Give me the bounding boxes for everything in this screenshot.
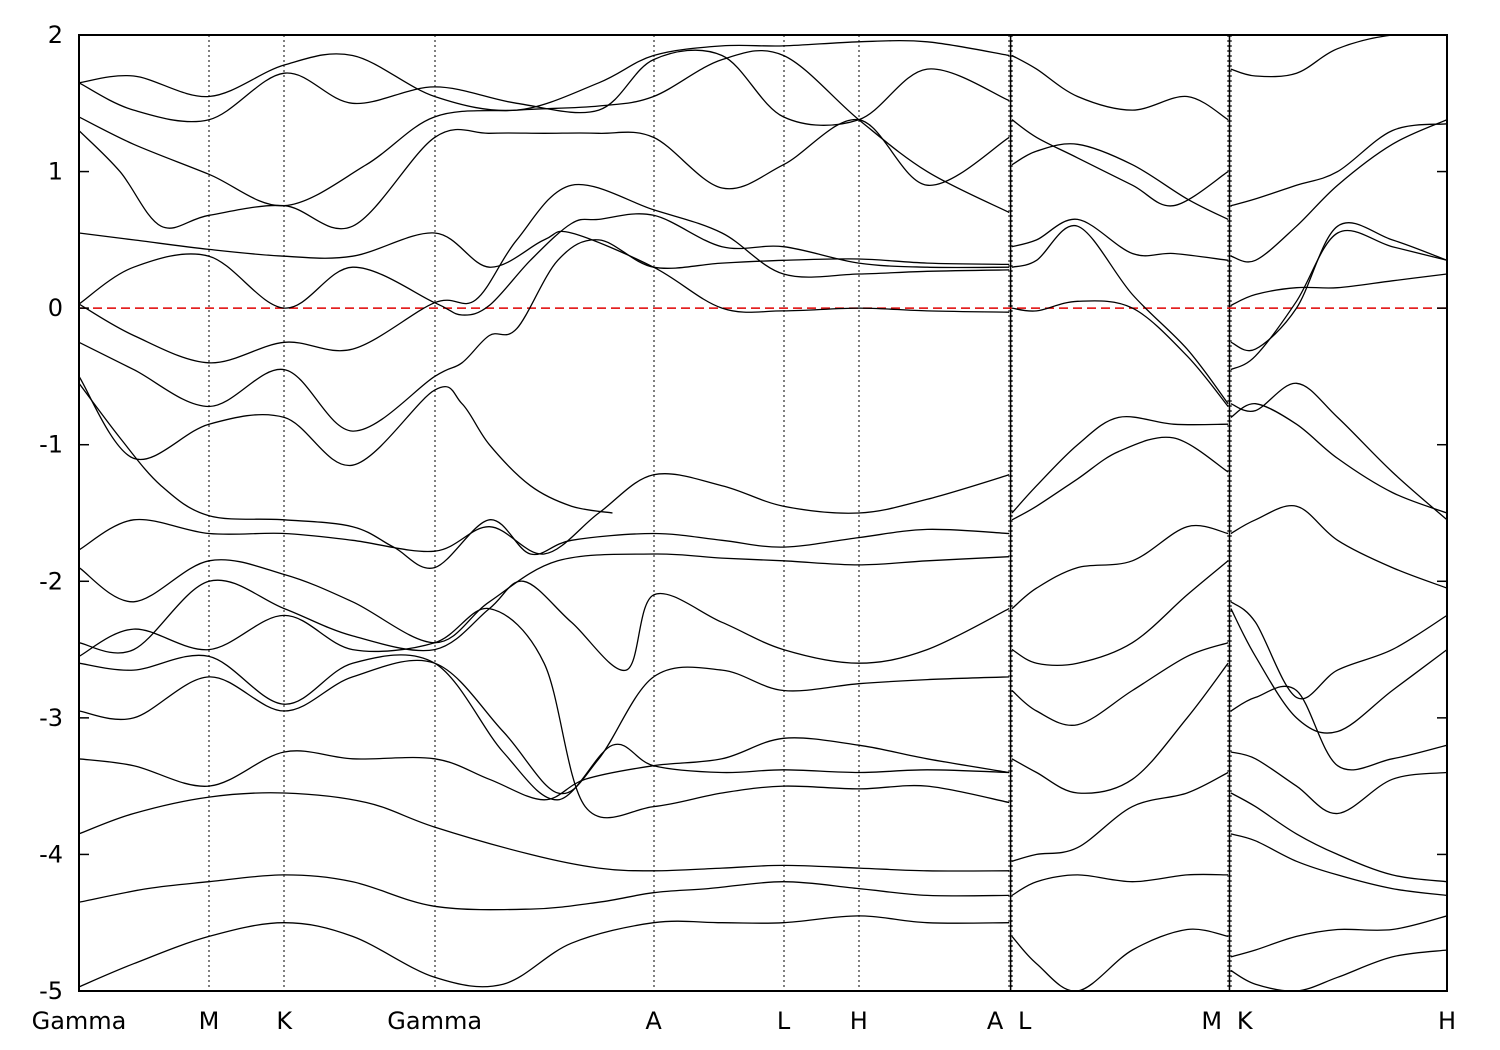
band-line-50 bbox=[1230, 833, 1447, 897]
band-line-46 bbox=[1230, 608, 1447, 734]
band-line-9 bbox=[79, 382, 1010, 569]
band-line-12 bbox=[79, 213, 1010, 316]
x-axis-ticks: Gamma M K Gamma A L H A L M K H bbox=[32, 1007, 1456, 1035]
band-line-15 bbox=[79, 119, 1010, 230]
y-tick-label: -4 bbox=[39, 840, 63, 868]
x-tick-label: K bbox=[1237, 1007, 1254, 1035]
band-line-16 bbox=[79, 49, 1010, 214]
band-line-42 bbox=[1230, 382, 1447, 521]
band-line-26 bbox=[1011, 143, 1229, 220]
band-line-43 bbox=[1230, 403, 1447, 514]
y-tick-label: -1 bbox=[39, 431, 63, 459]
band-lines bbox=[79, 35, 1447, 991]
band-line-10 bbox=[79, 376, 613, 514]
y-tick-label: -5 bbox=[39, 977, 63, 1005]
x-tick-label: A bbox=[987, 1007, 1004, 1035]
x-tick-label: A bbox=[645, 1007, 662, 1035]
band-line-21 bbox=[1011, 416, 1229, 514]
band-line-31 bbox=[1011, 642, 1229, 726]
band-line-28 bbox=[1011, 54, 1229, 121]
band-line-30 bbox=[1011, 560, 1229, 666]
band-line-25 bbox=[1011, 218, 1229, 261]
band-line-3 bbox=[79, 915, 1010, 988]
x-tick-label: K bbox=[276, 1007, 293, 1035]
x-tick-label: L bbox=[777, 1007, 791, 1035]
band-line-45 bbox=[1230, 601, 1447, 700]
band-line-20 bbox=[79, 607, 1010, 819]
band-line-49 bbox=[1230, 792, 1447, 883]
band-line-37 bbox=[1230, 222, 1447, 352]
band-line-33 bbox=[1011, 771, 1229, 862]
band-line-6 bbox=[79, 579, 1010, 671]
band-line-5 bbox=[79, 659, 1010, 795]
kpoint-gridlines bbox=[208, 35, 1232, 991]
band-line-13 bbox=[79, 183, 1010, 364]
band-line-41 bbox=[1230, 35, 1447, 78]
y-tick-label: 1 bbox=[48, 158, 63, 186]
band-line-35 bbox=[1011, 928, 1229, 991]
band-line-8 bbox=[79, 473, 1010, 555]
band-line-4 bbox=[79, 737, 1010, 801]
x-tick-label: Gamma bbox=[32, 1007, 127, 1035]
band-line-24 bbox=[1011, 224, 1229, 405]
band-line-48 bbox=[1230, 751, 1447, 815]
band-line-2 bbox=[79, 874, 1010, 911]
x-tick-label: H bbox=[1438, 1007, 1456, 1035]
band-line-22 bbox=[1011, 436, 1229, 521]
x-tick-label: H bbox=[850, 1007, 868, 1035]
x-tick-label: M bbox=[199, 1007, 220, 1035]
x-tick-label: Gamma bbox=[387, 1007, 482, 1035]
y-tick-label: -2 bbox=[39, 567, 63, 595]
x-tick-label: M bbox=[1201, 1007, 1222, 1035]
y-tick-label: 0 bbox=[48, 294, 63, 322]
band-line-44 bbox=[1230, 504, 1447, 589]
band-line-19 bbox=[79, 654, 1010, 801]
band-line-52 bbox=[1230, 949, 1447, 991]
band-line-14 bbox=[79, 230, 1010, 313]
band-line-38 bbox=[1230, 229, 1447, 371]
y-axis-ticks: -5 -4 -3 -2 -1 0 1 2 bbox=[39, 21, 1447, 1005]
band-line-39 bbox=[1230, 119, 1447, 263]
band-line-11 bbox=[79, 239, 1010, 432]
band-line-17 bbox=[79, 49, 1010, 126]
band-line-1 bbox=[79, 792, 1010, 872]
plot-frame bbox=[78, 34, 1448, 992]
band-line-32 bbox=[1011, 662, 1229, 794]
y-tick-label: -3 bbox=[39, 704, 63, 732]
band-line-40 bbox=[1230, 123, 1447, 207]
x-tick-label: L bbox=[1018, 1007, 1032, 1035]
y-tick-label: 2 bbox=[48, 21, 63, 49]
band-line-18 bbox=[79, 40, 1010, 112]
band-line-34 bbox=[1011, 873, 1229, 896]
band-line-27 bbox=[1011, 119, 1229, 207]
band-line-7 bbox=[79, 553, 1010, 644]
band-line-51 bbox=[1230, 915, 1447, 958]
band-line-47 bbox=[1230, 685, 1447, 771]
band-line-23 bbox=[1011, 300, 1229, 407]
band-line-29 bbox=[1011, 524, 1229, 610]
band-line-36 bbox=[1230, 273, 1447, 306]
